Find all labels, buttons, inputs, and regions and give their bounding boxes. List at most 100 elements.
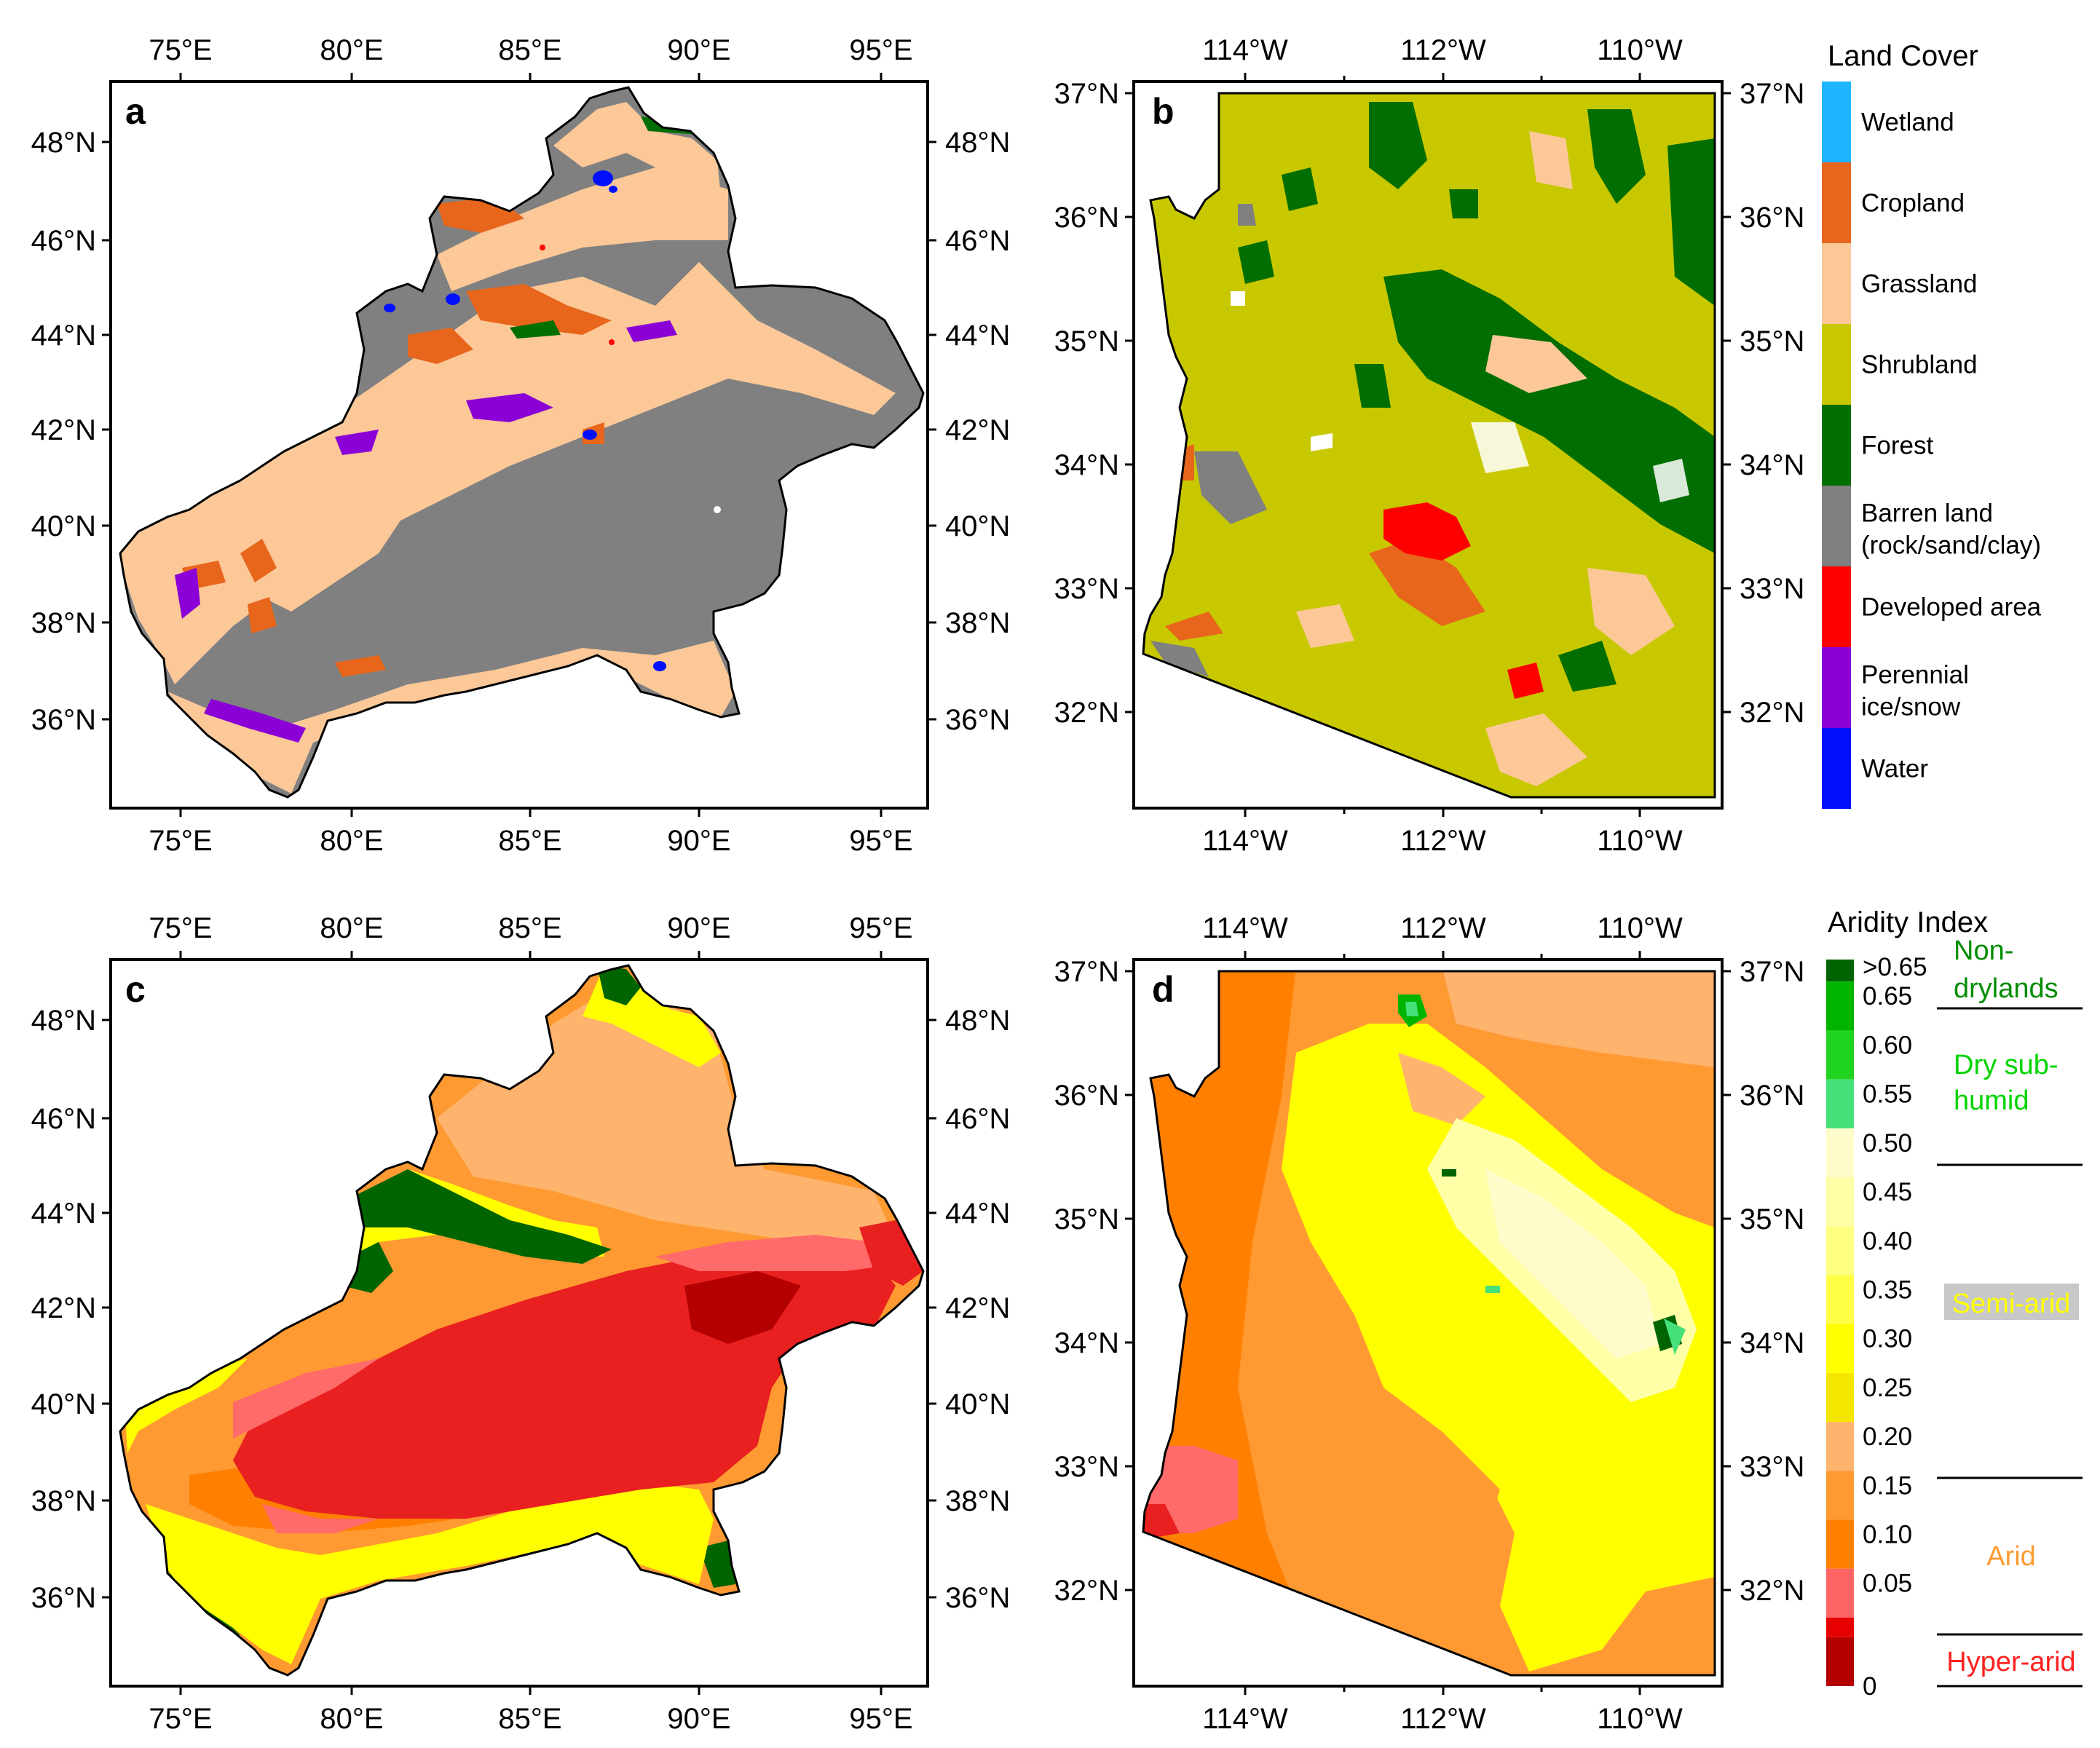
panel-a-top-lon-label: 85°E <box>498 34 561 66</box>
panel-b-bottom-lon-label: 112°W <box>1400 825 1486 857</box>
aridity-bin <box>1826 1226 1854 1276</box>
land-cover-swatch <box>1822 82 1851 162</box>
panel-a-bottom-lon-label: 85°E <box>498 825 561 857</box>
aridity-tick-label: 0.45 <box>1863 1178 1912 1206</box>
panel-a-left-lat-label: 36°N <box>31 704 96 736</box>
panel-c-left-lat-label: 44°N <box>31 1198 96 1230</box>
panel-a-bottom-lon-label: 95°E <box>849 825 912 857</box>
panel-d-top-lon-label: 114°W <box>1202 912 1288 944</box>
panel-c-right-lat-label: 46°N <box>945 1103 1010 1135</box>
panel-b-top-lon-label: 114°W <box>1202 34 1288 66</box>
panel-d-right-lat-label: 34°N <box>1740 1327 1804 1359</box>
aridity-legend-title: Aridity Index <box>1828 906 1988 938</box>
panel-c-bottom-lon-label: 80°E <box>320 1703 383 1735</box>
panel-d-left-lat-label: 35°N <box>1054 1203 1119 1235</box>
aridity-bin <box>1826 1422 1854 1471</box>
panel-c-left-lat-label: 46°N <box>31 1103 96 1135</box>
land-cover-label: Shrubland <box>1861 351 1978 379</box>
panel-a-bottom-lon-label: 80°E <box>320 825 383 857</box>
aridity-tick-label: 0.55 <box>1863 1080 1912 1109</box>
land-cover-label: (rock/sand/clay) <box>1861 531 2041 560</box>
aridity-bin <box>1826 1079 1854 1128</box>
panel-a-right-lat-label: 40°N <box>945 510 1010 542</box>
panel-d-right-lat-label: 36°N <box>1740 1080 1804 1112</box>
aridity-bin <box>1826 1128 1854 1178</box>
panel-d-left-lat-label: 36°N <box>1054 1080 1119 1112</box>
panel-a-left-lat-label: 40°N <box>31 510 96 542</box>
land-cover-swatch <box>1822 728 1851 809</box>
panel-a-right-lat-label: 48°N <box>945 127 1010 159</box>
land-cover-label: Perennial <box>1861 661 1969 689</box>
aridity-bin <box>1826 1617 1854 1637</box>
land-cover-swatch <box>1822 566 1851 647</box>
aridity-bin <box>1826 1471 1854 1520</box>
aridity-bin <box>1826 981 1854 1031</box>
panel-a-top-lon-label: 75°E <box>149 34 212 66</box>
panel-a-right-lat-label: 36°N <box>945 704 1010 736</box>
aridity-tick-label: 0.30 <box>1863 1325 1912 1353</box>
panel-b-left-lat-label: 36°N <box>1054 202 1119 234</box>
aridity-class-label: Semi-arid <box>1952 1289 2071 1319</box>
panel-c-top-lon-label: 85°E <box>498 912 561 944</box>
aridity-tick-label: 0.05 <box>1863 1570 1912 1598</box>
aridity-bin <box>1826 1275 1854 1324</box>
panel-a-top-lon-label: 95°E <box>849 34 912 66</box>
land-cover-label: Developed area <box>1861 593 2042 622</box>
panel-d-right-lat-label: 35°N <box>1740 1203 1804 1235</box>
panel-b-right-lat-label: 35°N <box>1740 325 1804 357</box>
panel-d-map <box>1142 970 1716 1677</box>
panel-c: c <box>109 958 929 1688</box>
panel-d-top-lon-label: 112°W <box>1400 912 1486 944</box>
panel-a-left-lat-label: 42°N <box>31 414 96 446</box>
panel-d-right-lat-label: 32°N <box>1740 1575 1804 1607</box>
panel-d-left-lat-label: 32°N <box>1054 1575 1119 1607</box>
aridity-tick-label: 0 <box>1863 1672 1876 1701</box>
land-cover-label: Barren land <box>1861 499 1993 528</box>
land-cover-legend-title: Land Cover <box>1828 40 1978 72</box>
aridity-bin <box>1826 1568 1854 1618</box>
land-cover-swatch <box>1822 243 1851 324</box>
panel-c-top-lon-label: 75°E <box>149 912 212 944</box>
panel-b-left-lat-label: 32°N <box>1054 697 1119 729</box>
aridity-bin <box>1826 960 1854 982</box>
panel-c-right-lat-label: 36°N <box>945 1582 1010 1614</box>
aridity-tick-label: 0.40 <box>1863 1227 1912 1255</box>
panel-a-left-lat-label: 46°N <box>31 225 96 257</box>
aridity-class-label: Dry sub- <box>1954 1050 2058 1080</box>
panel-c-left-lat-label: 38°N <box>31 1485 96 1517</box>
aridity-bin <box>1826 1372 1854 1423</box>
land-cover-swatch <box>1822 162 1851 243</box>
aridity-bin <box>1826 1324 1854 1373</box>
panel-d-right-lat-label: 37°N <box>1740 956 1804 988</box>
aridity-class-label: Arid <box>1986 1541 2036 1572</box>
panel-c-left-lat-label: 36°N <box>31 1582 96 1614</box>
panel-c-left-lat-label: 42°N <box>31 1292 96 1324</box>
panel-c-right-lat-label: 44°N <box>945 1198 1010 1230</box>
panel-b-right-lat-label: 32°N <box>1740 697 1804 729</box>
aridity-tick-label: 0.20 <box>1863 1423 1912 1451</box>
panel-a: a <box>109 80 929 810</box>
panel-a-right-lat-label: 42°N <box>945 414 1010 446</box>
panel-c-right-lat-label: 48°N <box>945 1005 1010 1037</box>
panel-c-left-lat-label: 48°N <box>31 1005 96 1037</box>
panel-d-bottom-lon-label: 112°W <box>1400 1703 1486 1735</box>
aridity-tick-label: 0.10 <box>1863 1521 1912 1549</box>
panel-b-right-lat-label: 37°N <box>1740 78 1804 110</box>
panel-c-top-lon-label: 80°E <box>320 912 383 944</box>
axes-layer: 75°E 75°E 80°E 80°E 85°E 85°E 90°E 90°E 95°E 95°E… <box>31 34 1805 1735</box>
panel-d-top-lon-label: 110°W <box>1597 912 1683 944</box>
aridity-bin <box>1826 1519 1854 1569</box>
panel-a-right-lat-label: 38°N <box>945 607 1010 639</box>
panel-c-bottom-lon-label: 90°E <box>667 1703 730 1735</box>
panel-d-left-lat-label: 37°N <box>1054 956 1119 988</box>
panel-b-map <box>1143 93 1715 797</box>
land-cover-legend: Land Cover Wetland Cropland Grassland Shrub… <box>1822 40 2042 809</box>
semi-arid-label-bg <box>1944 1284 2079 1320</box>
panel-a-left-lat-label: 48°N <box>31 127 96 159</box>
land-cover-label: Wetland <box>1861 108 1954 137</box>
panel-d-bottom-lon-label: 110°W <box>1597 1703 1683 1735</box>
aridity-class-label: Hyper-arid <box>1946 1647 2075 1677</box>
land-cover-label: ice/snow <box>1861 693 1961 721</box>
aridity-bin <box>1826 1637 1854 1686</box>
panel-b-left-lat-label: 35°N <box>1054 325 1119 357</box>
